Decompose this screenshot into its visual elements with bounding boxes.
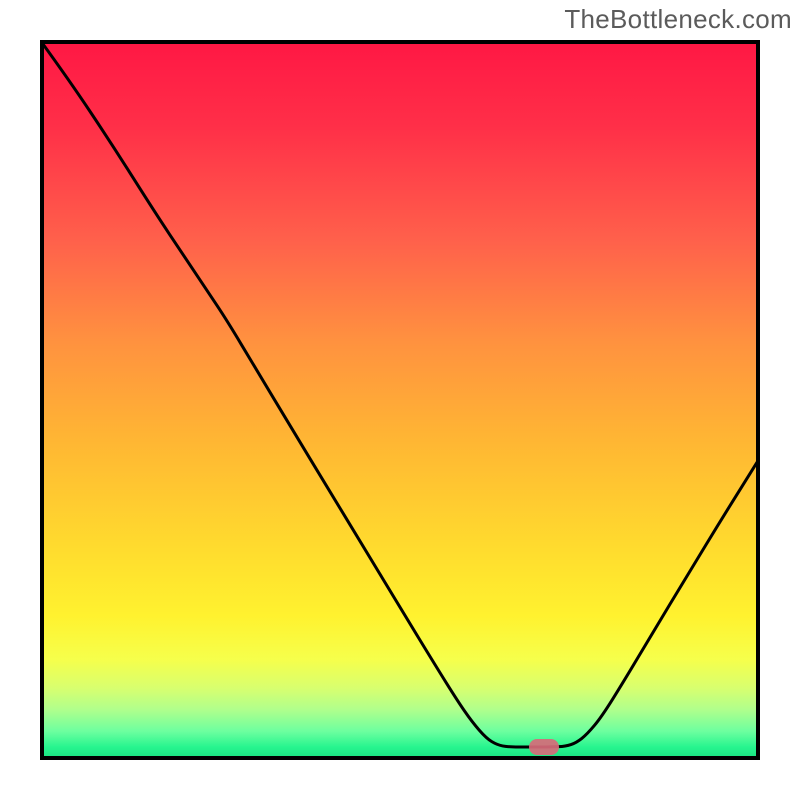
- plot-area: [40, 40, 760, 760]
- optimum-marker: [529, 739, 559, 755]
- bottleneck-chart: TheBottleneck.com: [0, 0, 800, 800]
- watermark-text: TheBottleneck.com: [564, 4, 792, 35]
- bottleneck-curve: [40, 40, 760, 760]
